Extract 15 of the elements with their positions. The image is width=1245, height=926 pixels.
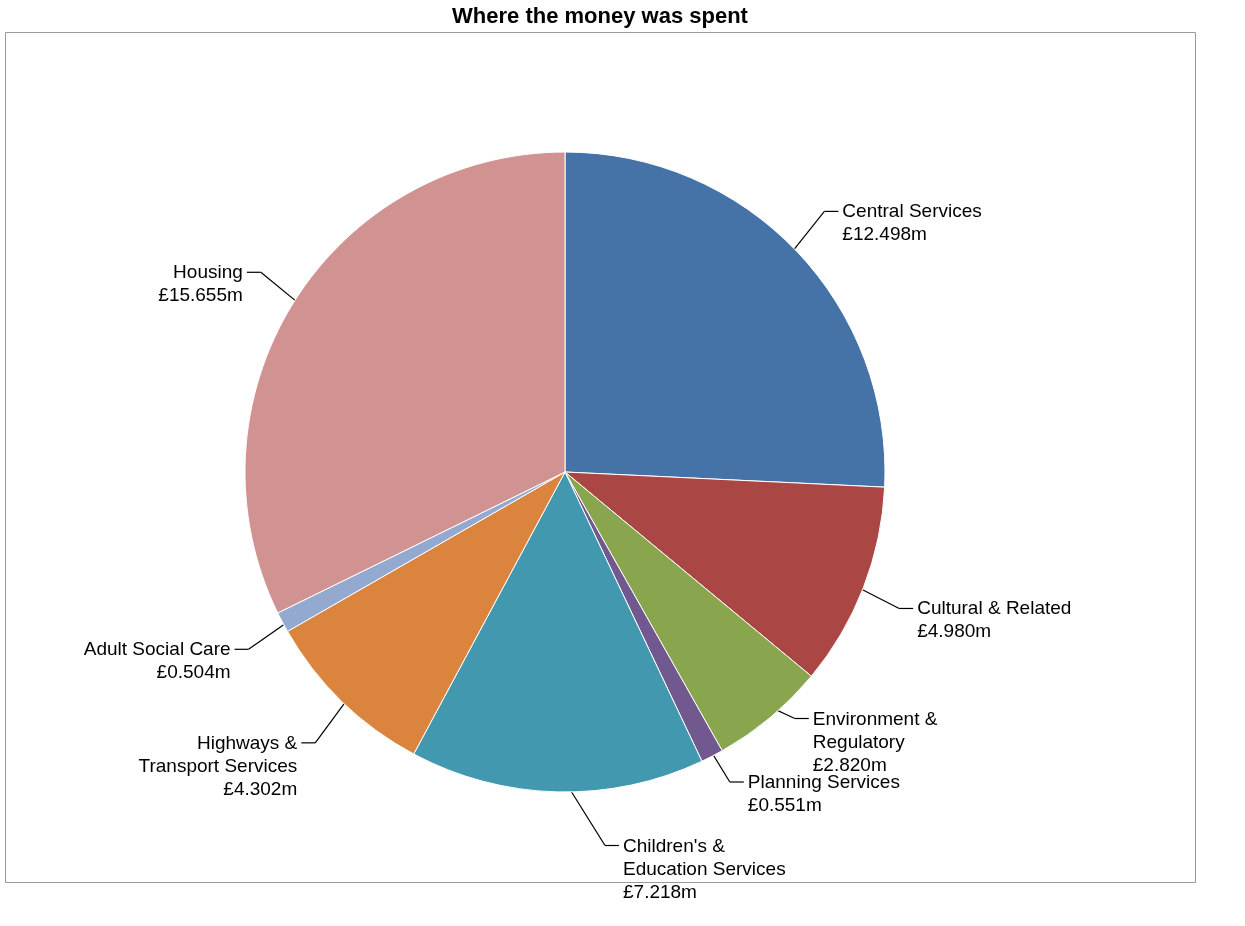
chart-title: Where the money was spent bbox=[452, 3, 749, 28]
slice-label: Adult Social Care bbox=[83, 638, 231, 660]
data-label: £0.551m bbox=[747, 794, 822, 815]
slice-label: Environment & Regulatory bbox=[812, 707, 938, 752]
data-label: £15.655m bbox=[158, 284, 243, 306]
slice-label: Cultural & Related bbox=[917, 597, 1072, 619]
data-label: £4.980m bbox=[917, 620, 992, 642]
slice-label: Housing bbox=[173, 261, 243, 283]
slice-label: Children's & Education Services bbox=[623, 834, 786, 879]
data-label: £0.504m bbox=[156, 661, 231, 683]
slice-label: Central Services bbox=[842, 200, 982, 222]
data-label: £4.302m bbox=[223, 777, 298, 799]
data-label: £7.218m bbox=[623, 880, 697, 902]
slice-label: Highways & Transport Services bbox=[138, 731, 298, 776]
data-label: £12.498m bbox=[842, 223, 927, 245]
